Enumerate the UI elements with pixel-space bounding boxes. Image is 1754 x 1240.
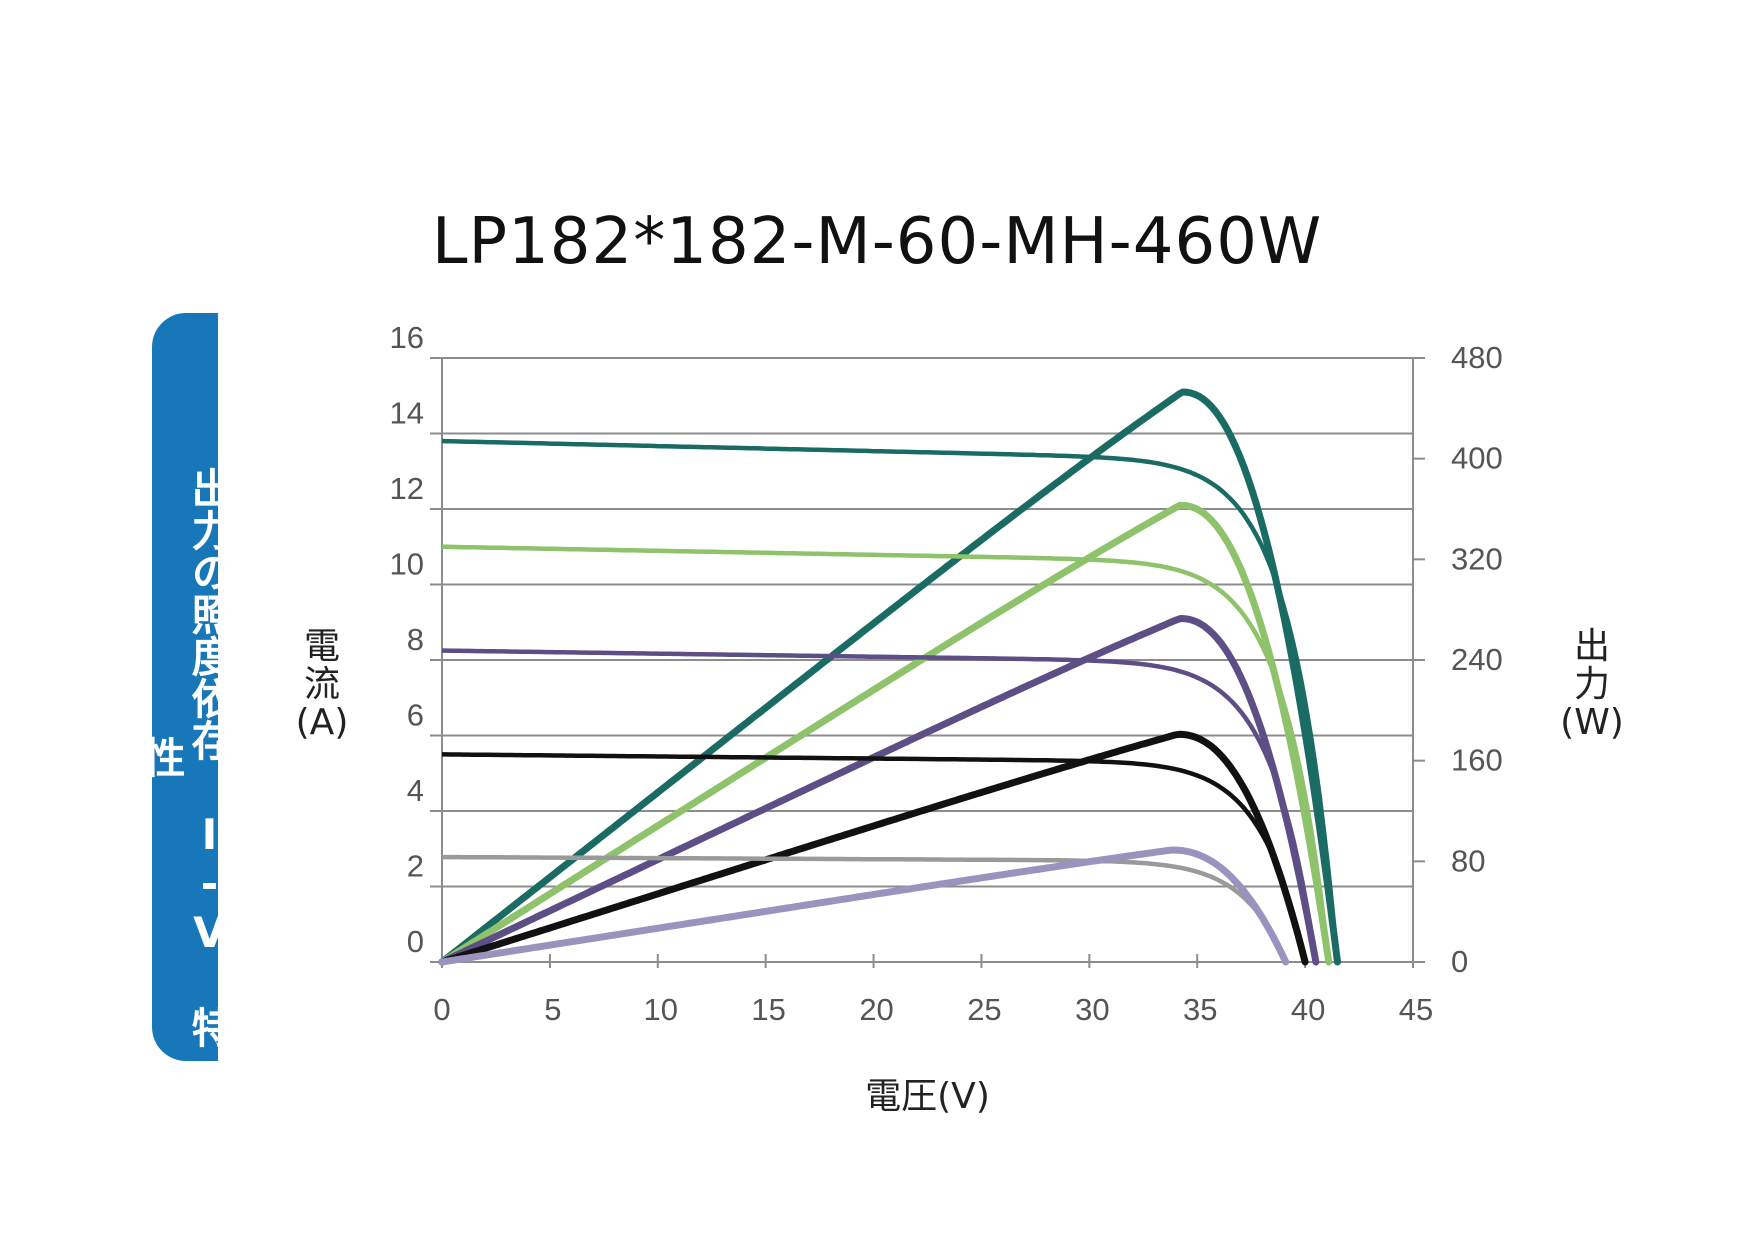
- y-left-axis-label: 電: [304, 626, 340, 667]
- y-right-tick-label: 400: [1451, 441, 1503, 476]
- x-tick-label: 15: [751, 992, 785, 1027]
- y-left-tick-label: 10: [390, 547, 424, 582]
- x-tick-label: 10: [644, 992, 678, 1027]
- x-tick-label: 35: [1183, 992, 1217, 1027]
- iv-current-curve-8: [442, 854, 1288, 963]
- power-curve-3: [438, 501, 1333, 966]
- y-left-tick-label: 4: [407, 773, 424, 808]
- y-left-axis-label: (A): [296, 702, 349, 743]
- power-curve-1: [438, 388, 1341, 966]
- x-axis-label: 電圧(V): [865, 1076, 990, 1117]
- iv-current-curve-2: [442, 544, 1332, 963]
- chart-title: LP182*182-M-60-MH-460W: [431, 205, 1323, 279]
- iv-current-curve-0: [441, 438, 1340, 963]
- power-curve-7: [438, 730, 1309, 966]
- y-left-tick-label: 0: [407, 924, 424, 959]
- y-left-tick-label: 2: [407, 849, 424, 884]
- y-right-tick-label: 0: [1451, 944, 1468, 979]
- x-tick-label: 0: [433, 992, 450, 1027]
- power-curve-5: [438, 615, 1320, 966]
- y-right-axis-label: 出: [1574, 626, 1610, 667]
- label-layer: 電圧(V) 電流(A) 出力(W): [296, 626, 1624, 1117]
- iv-current-curve-6: [442, 752, 1308, 963]
- y-left-tick-label: 12: [390, 471, 424, 506]
- iv-current-curve-4: [442, 648, 1319, 963]
- y-left-tick-label: 8: [407, 622, 424, 657]
- series-layer: [438, 388, 1341, 966]
- y-left-tick-label: 6: [407, 698, 424, 733]
- x-tick-label: 30: [1075, 992, 1109, 1027]
- x-tick-label: 20: [859, 992, 893, 1027]
- x-tick-label: 5: [544, 992, 561, 1027]
- y-right-tick-label: 160: [1451, 743, 1503, 778]
- x-tick-label: 40: [1291, 992, 1325, 1027]
- x-tick-label: 45: [1399, 992, 1433, 1027]
- y-right-axis-label: (W): [1560, 702, 1624, 743]
- y-right-axis-label: 力: [1574, 664, 1610, 705]
- y-right-tick-label: 80: [1451, 843, 1485, 878]
- y-left-tick-label: 14: [390, 396, 424, 431]
- y-right-tick-label: 480: [1451, 340, 1503, 375]
- x-tick-label: 25: [967, 992, 1001, 1027]
- y-left-tick-label: 16: [390, 320, 424, 355]
- y-left-axis-label: 流: [304, 664, 340, 705]
- y-right-tick-label: 240: [1451, 642, 1503, 677]
- power-curve-9: [438, 846, 1290, 966]
- y-right-tick-label: 320: [1451, 541, 1503, 576]
